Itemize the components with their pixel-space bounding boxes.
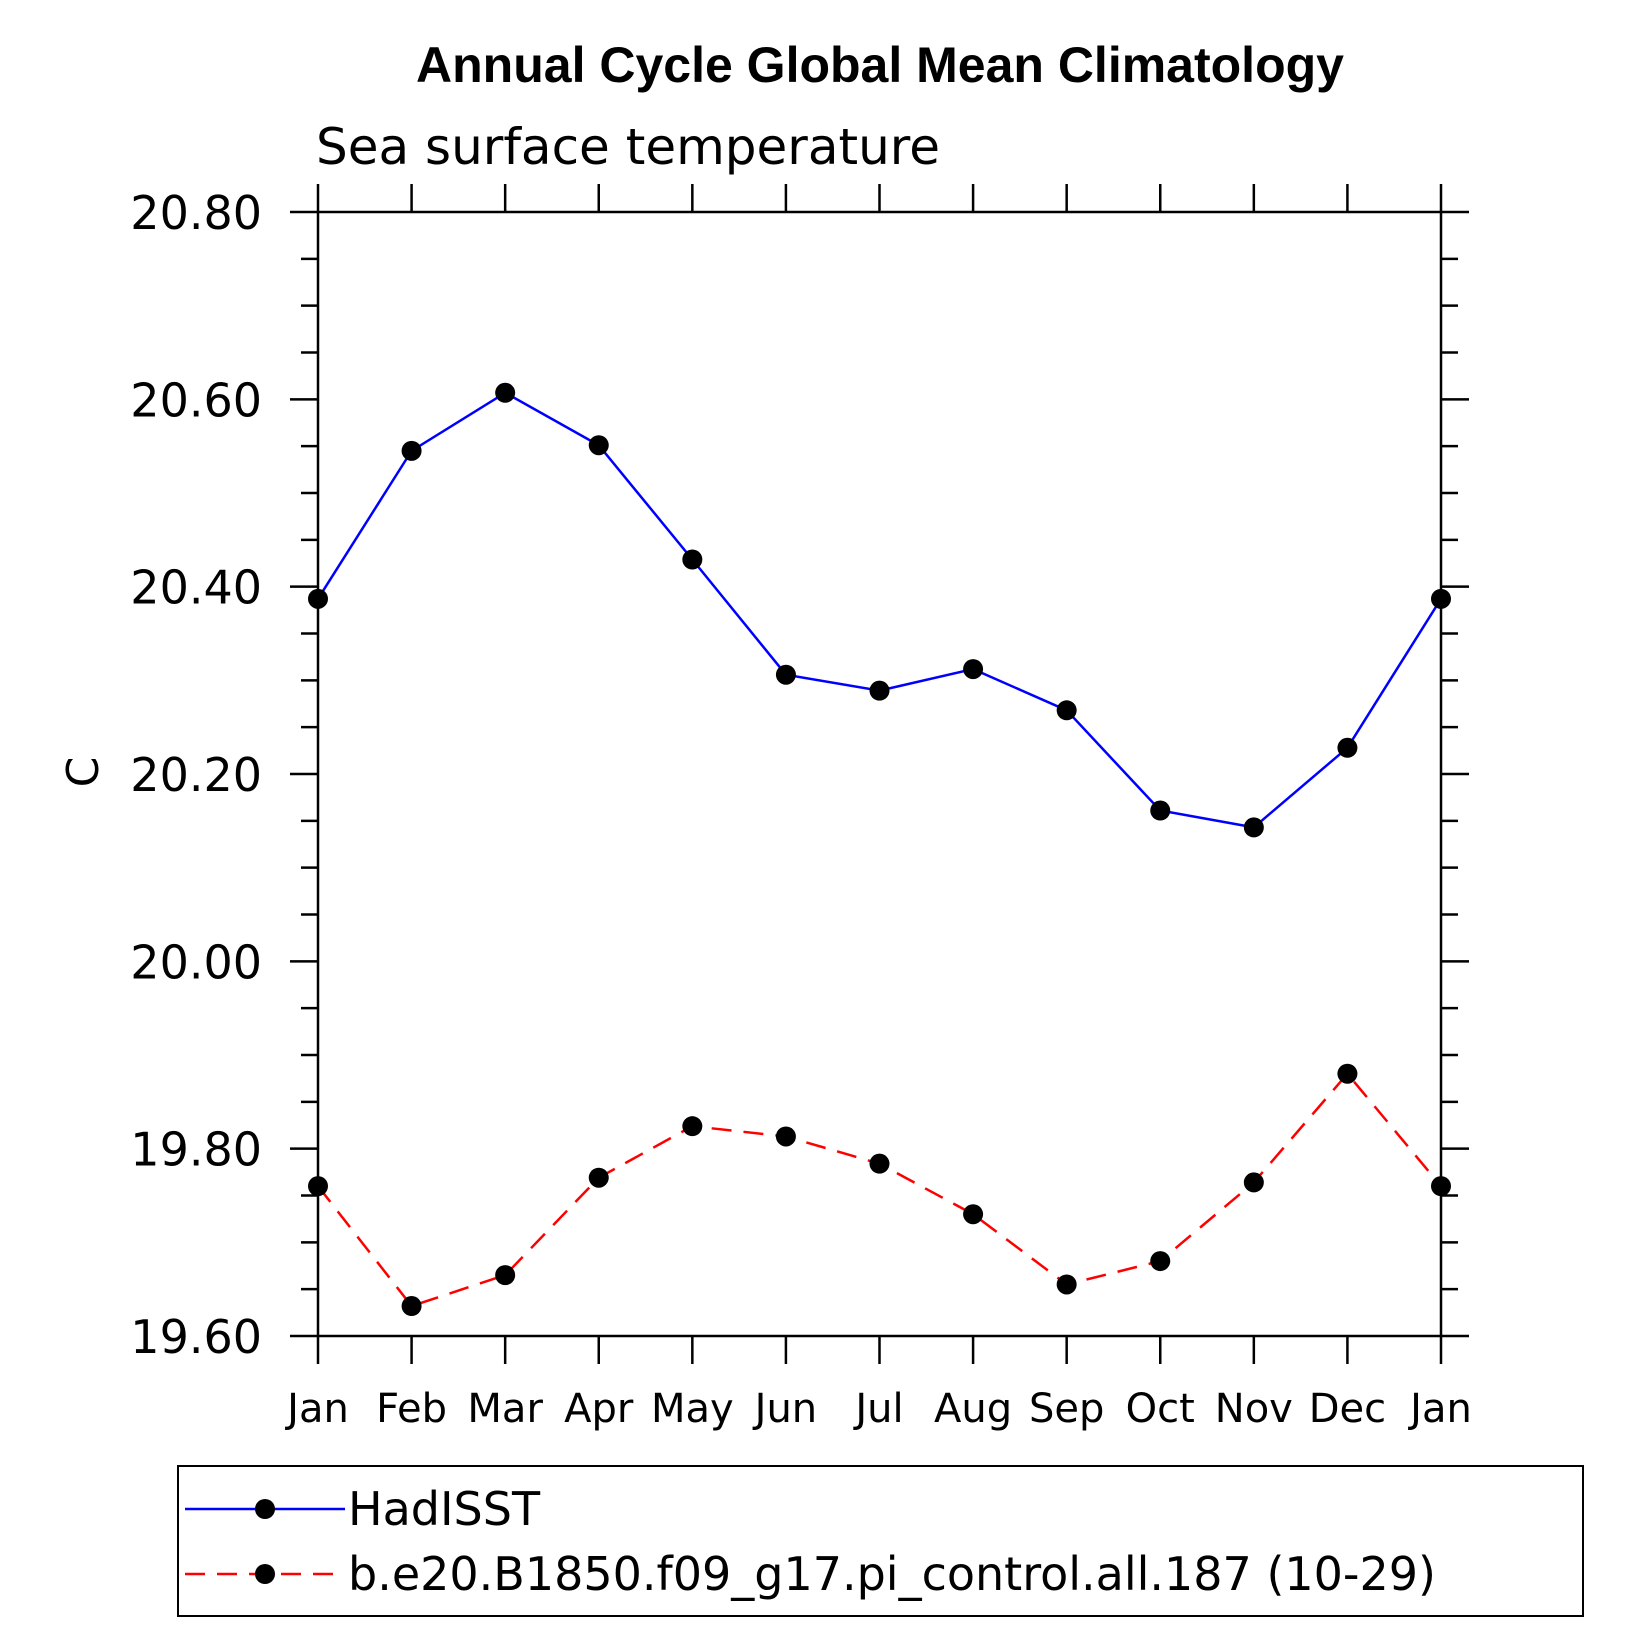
data-point xyxy=(775,1126,796,1147)
y-tick-labels: 19.60 19.80 20.00 20.20 20.40 20.60 20.80 xyxy=(130,186,262,1364)
x-tick-label: Jul xyxy=(852,1386,903,1432)
y-tick-label: 20.20 xyxy=(130,748,262,802)
y-tick-label: 20.40 xyxy=(130,561,262,615)
y-tick-label: 20.60 xyxy=(130,373,262,427)
series-line xyxy=(317,1071,1442,1308)
data-point xyxy=(1243,1172,1264,1193)
data-point xyxy=(401,440,422,461)
data-point xyxy=(401,1296,422,1317)
x-tick-label: May xyxy=(651,1386,734,1432)
x-tick-label: Sep xyxy=(1029,1386,1104,1432)
data-point xyxy=(1150,1251,1171,1272)
x-tick-label: Nov xyxy=(1215,1386,1293,1432)
chart-title: Annual Cycle Global Mean Climatology xyxy=(416,37,1344,93)
x-ticks xyxy=(316,184,1443,1364)
y-tick-label: 19.60 xyxy=(130,1310,262,1364)
legend-label-model: b.e20.B1850.f09_g17.pi_control.all.187 (… xyxy=(348,1547,1436,1601)
x-tick-label: Apr xyxy=(564,1386,634,1432)
chart-subtitle: Sea surface temperature xyxy=(316,118,940,176)
legend-box xyxy=(177,1465,1584,1617)
x-tick-label: Oct xyxy=(1126,1386,1195,1432)
data-point xyxy=(308,588,328,609)
data-point xyxy=(1337,1063,1358,1084)
data-point xyxy=(963,1204,984,1225)
y-ticks xyxy=(290,210,1469,1338)
data-point xyxy=(869,680,890,701)
data-point xyxy=(495,1265,516,1286)
x-tick-label: Dec xyxy=(1309,1386,1386,1432)
x-tick-label: Jan xyxy=(1407,1386,1472,1432)
y-axis-label: C xyxy=(58,757,109,788)
x-tick-label: Jun xyxy=(752,1386,818,1432)
data-point xyxy=(682,549,703,570)
data-point xyxy=(869,1153,890,1174)
data-point xyxy=(1243,817,1264,838)
x-tick-labels: Jan Feb Mar Apr May Jun Jul Aug Sep Oct Nov Dec Jan xyxy=(284,1386,1472,1432)
series-layer xyxy=(308,382,1451,1317)
data-point xyxy=(495,382,516,403)
data-point xyxy=(588,435,609,456)
x-tick-label: Mar xyxy=(467,1386,543,1432)
legend-marker-hadisst xyxy=(255,1499,275,1519)
data-point xyxy=(308,1176,328,1197)
data-point xyxy=(963,659,984,680)
data-point xyxy=(775,664,796,685)
data-point xyxy=(1337,737,1358,758)
data-point xyxy=(588,1167,609,1188)
data-point xyxy=(1431,1176,1451,1197)
data-point xyxy=(1150,800,1171,821)
series-line xyxy=(316,391,1443,829)
data-point xyxy=(1056,1274,1077,1295)
x-tick-label: Aug xyxy=(934,1386,1012,1432)
data-point xyxy=(1431,588,1451,609)
data-point xyxy=(682,1116,703,1137)
legend-label-hadisst: HadISST xyxy=(348,1482,541,1536)
legend: HadISST b.e20.B1850.f09_g17.pi_control.a… xyxy=(177,1465,1584,1617)
x-tick-label: Feb xyxy=(376,1386,447,1432)
series-1 xyxy=(308,1063,1451,1317)
x-tick-label: Jan xyxy=(284,1386,349,1432)
y-tick-label: 19.80 xyxy=(130,1123,262,1177)
y-tick-label: 20.00 xyxy=(130,935,262,989)
series-0 xyxy=(308,382,1451,838)
data-point xyxy=(1056,700,1077,721)
legend-marker-model xyxy=(255,1564,275,1584)
y-tick-label: 20.80 xyxy=(130,186,262,240)
